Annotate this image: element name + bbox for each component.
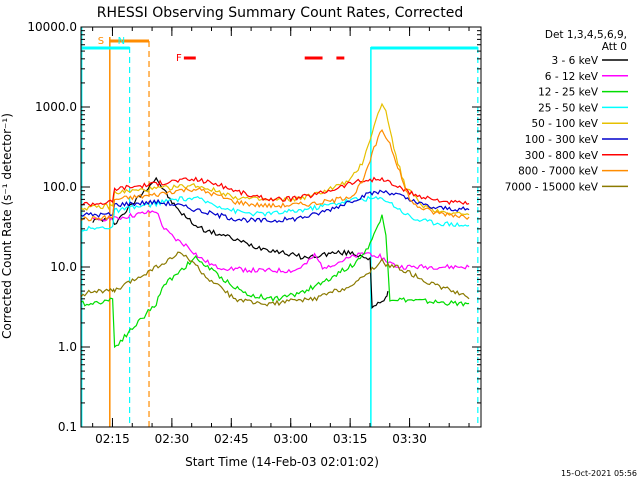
y-tick-label: 100.0 — [43, 180, 77, 194]
legend-label: 7000 - 15000 keV — [505, 181, 599, 193]
x-tick-label: 02:45 — [214, 432, 249, 446]
marker-label-s: S — [98, 36, 104, 47]
legend: Det 1,3,4,5,6,9,Att 0 3 - 6 keV 6 - 12 keV… — [505, 29, 628, 193]
x-tick-label: 03:15 — [333, 432, 368, 446]
series-line-8 — [80, 251, 470, 307]
series-line-2 — [80, 214, 470, 349]
plot-frame — [80, 26, 482, 428]
legend-label: 50 - 100 keV — [531, 118, 598, 130]
flare-flag-label: F — [176, 53, 182, 64]
x-tick-label: 02:30 — [155, 432, 190, 446]
footer-timestamp: 15-Oct-2021 05:56 — [561, 469, 637, 478]
plot-area: S N F — [80, 27, 479, 427]
marker-label-n: N — [118, 36, 125, 47]
legend-label: 300 - 800 keV — [525, 150, 599, 162]
legend-label: 800 - 7000 keV — [518, 166, 599, 178]
chart-title: RHESSI Observing Summary Count Rates, Co… — [97, 5, 463, 21]
axes: 0.1 1.0 10.0 100.0 1000.0 10000.0 02:15 02:30 02… — [27, 20, 481, 446]
legend-label: 25 - 50 keV — [538, 102, 599, 114]
y-axis-label: Corrected Count Rate (s⁻¹ detector⁻¹) — [0, 113, 14, 339]
series-line-1 — [92, 209, 470, 274]
y-tick-label: 10.0 — [50, 260, 77, 274]
series-line-6 — [80, 176, 470, 207]
series-line-4 — [80, 102, 470, 216]
series-line-7 — [80, 129, 470, 222]
legend-header: Att 0 — [602, 41, 627, 53]
x-tick-label: 03:00 — [273, 432, 308, 446]
y-tick-label: 0.1 — [58, 420, 77, 434]
x-tick-label: 02:15 — [95, 432, 130, 446]
legend-header: Det 1,3,4,5,6,9, — [545, 29, 627, 41]
y-tick-label: 1000.0 — [35, 100, 77, 114]
x-tick-label: 03:30 — [392, 432, 427, 446]
y-tick-label: 10000.0 — [27, 20, 77, 34]
series-line-3 — [80, 195, 470, 232]
legend-label: 6 - 12 keV — [545, 71, 599, 83]
legend-label: 12 - 25 keV — [538, 87, 599, 99]
x-axis-label: Start Time (14-Feb-03 02:01:02) — [185, 455, 379, 469]
series-line-5 — [80, 189, 470, 224]
y-tick-label: 1.0 — [58, 340, 77, 354]
legend-label: 3 - 6 keV — [551, 55, 598, 67]
legend-label: 100 - 300 keV — [525, 134, 599, 146]
